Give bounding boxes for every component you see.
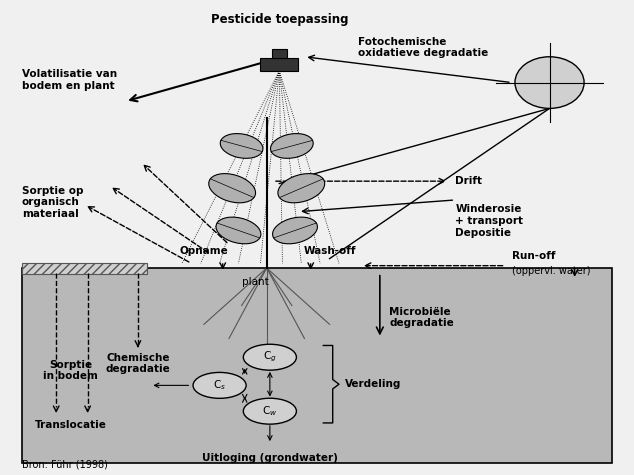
Text: Pesticide toepassing: Pesticide toepassing — [210, 13, 348, 26]
Text: Microbiële
degradatie: Microbiële degradatie — [389, 306, 454, 328]
Text: Wash-off: Wash-off — [303, 246, 356, 256]
Text: Run-off: Run-off — [512, 251, 555, 261]
Text: C$_s$: C$_s$ — [213, 379, 226, 392]
Text: Uitloging (grondwater): Uitloging (grondwater) — [202, 454, 338, 464]
Ellipse shape — [271, 133, 313, 158]
Text: Bron: Führ (1998): Bron: Führ (1998) — [22, 460, 108, 470]
Ellipse shape — [273, 217, 318, 244]
Ellipse shape — [193, 372, 246, 399]
Text: plant: plant — [242, 277, 268, 287]
Ellipse shape — [216, 217, 261, 244]
Text: Drift: Drift — [455, 176, 482, 186]
Circle shape — [515, 57, 584, 108]
Bar — [261, 57, 298, 71]
Ellipse shape — [278, 173, 325, 203]
Ellipse shape — [243, 344, 297, 370]
Bar — [22, 263, 147, 274]
Bar — [22, 268, 612, 463]
Text: C$_w$: C$_w$ — [262, 404, 278, 418]
Text: Winderosie
+ transport
Depositie: Winderosie + transport Depositie — [455, 204, 523, 238]
Text: Volatilisatie van
bodem en plant: Volatilisatie van bodem en plant — [22, 69, 117, 91]
Text: (oppervl. water): (oppervl. water) — [512, 266, 590, 276]
Ellipse shape — [243, 398, 297, 424]
Text: Sorptie
in bodem: Sorptie in bodem — [43, 360, 98, 381]
Text: Opname: Opname — [179, 246, 228, 256]
Ellipse shape — [220, 133, 263, 158]
Text: Fotochemische
oxidatieve degradatie: Fotochemische oxidatieve degradatie — [358, 37, 488, 58]
Text: Translocatie: Translocatie — [35, 420, 107, 430]
Text: Sorptie op
organisch
materiaal: Sorptie op organisch materiaal — [22, 186, 83, 219]
Ellipse shape — [209, 173, 256, 203]
Text: Verdeling: Verdeling — [346, 379, 402, 389]
Text: Chemische
degradatie: Chemische degradatie — [105, 352, 171, 374]
Text: C$_g$: C$_g$ — [263, 350, 276, 364]
Bar — [272, 49, 287, 57]
